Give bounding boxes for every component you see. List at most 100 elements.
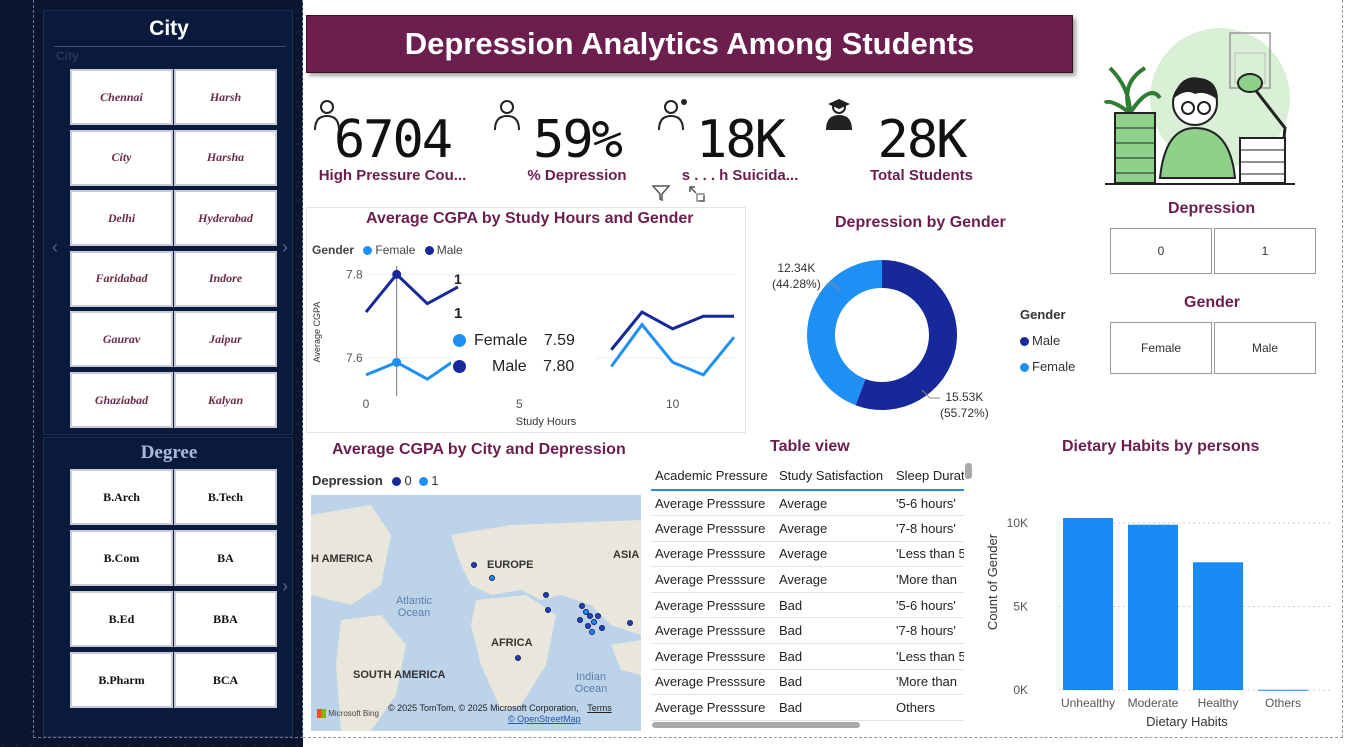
- kpi-label: s . . .h Suicida...: [650, 167, 830, 184]
- map-point[interactable]: [585, 623, 591, 629]
- city-item[interactable]: Kalyan: [174, 372, 277, 428]
- map-point[interactable]: [583, 609, 589, 615]
- city-item[interactable]: Ghaziabad: [70, 372, 173, 428]
- donut-slice-female[interactable]: [807, 260, 883, 406]
- map-point[interactable]: [577, 617, 583, 623]
- table-row[interactable]: Average Presssure Average 'More than: [651, 566, 964, 593]
- osm-link[interactable]: © OpenStreetMap: [508, 714, 581, 724]
- series-line-female[interactable]: [610, 322, 736, 377]
- hover-point-female[interactable]: [392, 357, 402, 367]
- map-point[interactable]: [627, 620, 633, 626]
- map-title: Average CGPA by City and Depression: [332, 441, 626, 458]
- column-header[interactable]: Sleep Durat: [892, 462, 964, 491]
- degree-item[interactable]: B.Ed: [70, 591, 173, 647]
- x-tick-label: Healthy: [1198, 696, 1239, 710]
- bar-others[interactable]: [1258, 689, 1308, 691]
- donut-title: Depression by Gender: [835, 214, 1006, 231]
- bar-healthy[interactable]: [1193, 562, 1243, 690]
- table-row[interactable]: Average Presssure Average 'Less than 5: [651, 541, 964, 568]
- map-point[interactable]: [579, 603, 585, 609]
- city-item[interactable]: Gaurav: [70, 311, 173, 368]
- table-row[interactable]: Average Presssure Bad 'More than: [651, 669, 964, 696]
- map-point[interactable]: [589, 629, 595, 635]
- city-item[interactable]: Harsh: [174, 69, 277, 125]
- column-header[interactable]: Study Satisfaction: [775, 462, 892, 491]
- y-tick-label: 10K: [1007, 516, 1028, 530]
- city-item[interactable]: Chennai: [70, 69, 173, 125]
- x-tick-label: Moderate: [1128, 696, 1179, 710]
- divider: [54, 46, 286, 47]
- kpi-card: 6704 High Pressure Cou...: [305, 110, 480, 184]
- donut-label-male: 15.53K (55.72%): [940, 389, 989, 421]
- chevron-left-icon[interactable]: ‹: [52, 237, 58, 257]
- map-point[interactable]: [489, 575, 495, 581]
- table-row[interactable]: Average Presssure Bad 'Less than 5: [651, 643, 964, 670]
- table-row[interactable]: Average Presssure Average '7-8 hours': [651, 515, 964, 542]
- city-slicer-title: City: [149, 17, 189, 40]
- degree-item[interactable]: B.Tech: [174, 469, 277, 525]
- terms-link[interactable]: Terms: [587, 703, 612, 713]
- city-item[interactable]: City: [70, 129, 173, 186]
- table-row[interactable]: Average Presssure Bad '7-8 hours': [651, 617, 964, 645]
- map-point[interactable]: [543, 592, 549, 598]
- degree-item[interactable]: B.Pharm: [70, 652, 173, 708]
- depression-option-0[interactable]: 0: [1110, 228, 1212, 274]
- kpi-label: High Pressure Cou...: [305, 167, 480, 184]
- table-cell: Others: [892, 694, 964, 721]
- table-row[interactable]: Average Presssure Average '5-6 hours': [651, 490, 964, 517]
- column-header[interactable]: Academic Pressure: [651, 462, 775, 491]
- donut-slice-male[interactable]: [855, 260, 957, 410]
- degree-item[interactable]: B.Com: [70, 530, 173, 586]
- map-point[interactable]: [587, 613, 593, 619]
- chevron-right-icon[interactable]: ›: [282, 237, 288, 257]
- continent-label: EUROPE: [487, 559, 534, 571]
- table-scrollbar-vertical[interactable]: [965, 463, 972, 479]
- city-item[interactable]: Delhi: [70, 190, 173, 247]
- map-visual[interactable]: H AMERICA EUROPE ASIA AFRICA SOUTH AMERI…: [311, 495, 641, 731]
- table-row[interactable]: Average Presssure Bad Others: [651, 694, 964, 721]
- table-scrollbar-horizontal[interactable]: [652, 722, 860, 728]
- table-row[interactable]: Average Presssure Bad '5-6 hours': [651, 592, 964, 619]
- series-line-male[interactable]: [364, 272, 459, 314]
- donut-female-pct: (44.28%): [772, 277, 821, 291]
- gender-option-female[interactable]: Female: [1110, 322, 1212, 374]
- focus-mode-icon[interactable]: [688, 185, 706, 203]
- kpi-card: 59%% Depression: [492, 110, 662, 184]
- donut-male-pct: (55.72%): [940, 406, 989, 420]
- table-cell: 'Less than 5: [892, 541, 964, 568]
- map-point[interactable]: [599, 625, 605, 631]
- city-item[interactable]: Faridabad: [70, 250, 173, 307]
- table-cell: Average Presssure: [651, 643, 775, 670]
- series-line-male[interactable]: [610, 310, 734, 351]
- map-point[interactable]: [515, 655, 521, 661]
- degree-item[interactable]: BBA: [174, 591, 277, 647]
- bar-moderate[interactable]: [1128, 524, 1178, 690]
- table-cell: Average Presssure: [651, 669, 775, 696]
- map-point[interactable]: [595, 613, 601, 619]
- hover-point-male[interactable]: [392, 269, 402, 279]
- line-chart-plot[interactable]: 7.8 7.6 0 5 10 Study Hours Average CGPA 1: [306, 260, 746, 432]
- map-point[interactable]: [471, 562, 477, 568]
- city-item[interactable]: Indore: [174, 250, 277, 307]
- degree-item[interactable]: B.Arch: [70, 469, 173, 525]
- legend-dot-male: [1020, 337, 1029, 347]
- degree-item[interactable]: BA: [174, 530, 277, 586]
- legend-male: Male: [436, 243, 463, 257]
- donut-chart[interactable]: [790, 240, 990, 430]
- donut-legend-male: Male: [1020, 328, 1075, 354]
- series-line-female[interactable]: [365, 356, 459, 381]
- gender-option-male[interactable]: Male: [1214, 322, 1316, 374]
- filter-icon[interactable]: [651, 184, 671, 202]
- city-item[interactable]: Hyderabad: [174, 190, 277, 247]
- bar-unhealthy[interactable]: [1063, 518, 1113, 690]
- bar-chart[interactable]: 10K 5K 0K Unhealthy Moderate Healthy Others Die…: [980, 490, 1340, 735]
- map-point[interactable]: [545, 607, 551, 613]
- city-item[interactable]: Jaipur: [174, 311, 277, 368]
- tooltip-row-female: Female 7.59: [453, 332, 575, 350]
- depression-option-1[interactable]: 1: [1214, 228, 1316, 274]
- map-point[interactable]: [591, 619, 597, 625]
- city-item[interactable]: Harsha: [174, 129, 277, 186]
- chevron-right-icon[interactable]: ›: [282, 576, 288, 596]
- degree-item[interactable]: BCA: [174, 652, 277, 708]
